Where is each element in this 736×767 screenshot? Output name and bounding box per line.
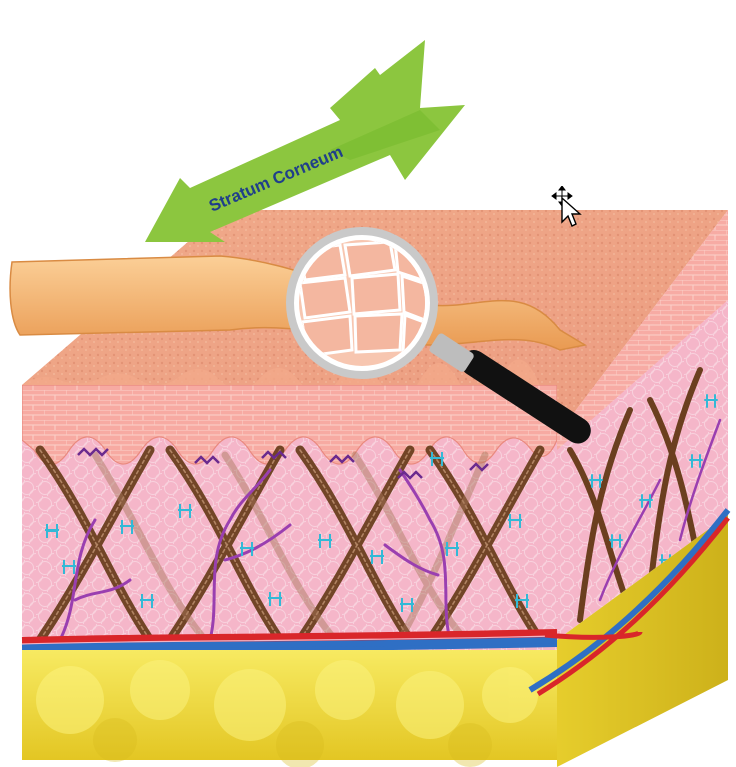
magnifying-glass-icon [286, 227, 591, 444]
fat-front [21, 629, 558, 767]
ladder-marks [45, 452, 529, 612]
front-face [22, 385, 557, 650]
elastin-fibers [58, 468, 452, 642]
collagen-fibers [35, 445, 545, 645]
epidermis-layer [22, 385, 557, 466]
side-face [528, 210, 731, 767]
zigzag-marks [77, 447, 489, 480]
magnified-corneocytes [299, 240, 425, 366]
move-cursor-icon [551, 186, 582, 227]
